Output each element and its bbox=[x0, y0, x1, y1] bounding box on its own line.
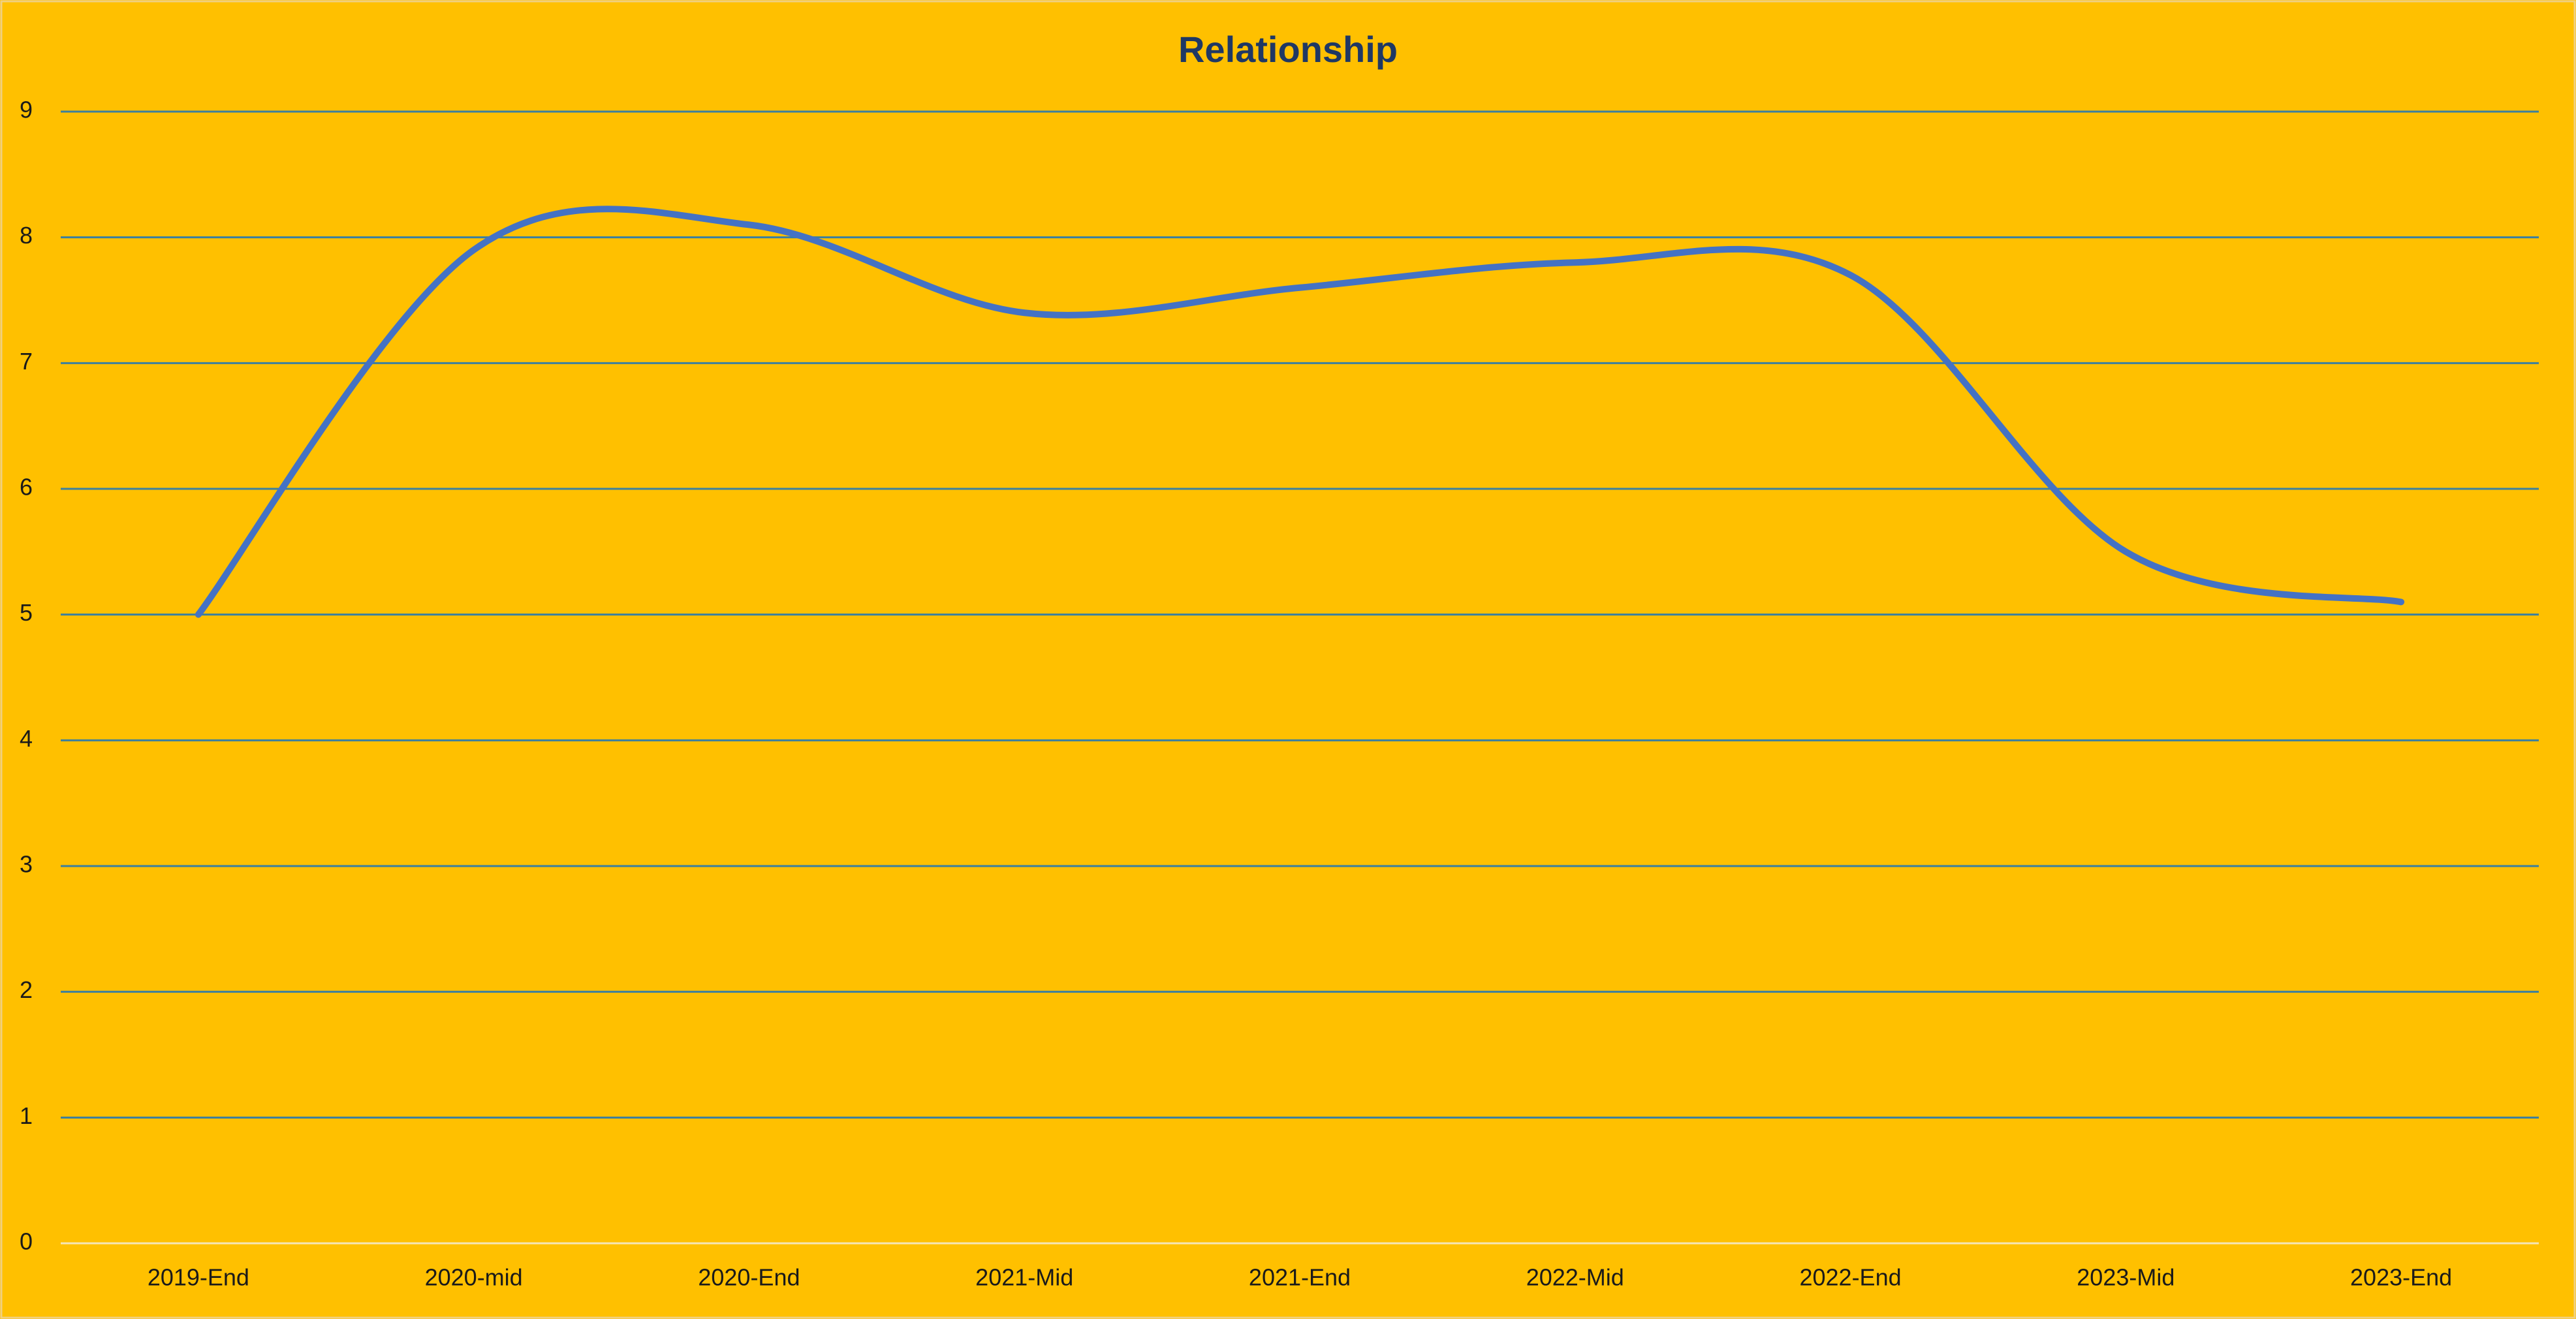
x-tick-label: 2023-Mid bbox=[2077, 1264, 2175, 1291]
x-tick-label: 2020-End bbox=[698, 1264, 800, 1291]
x-tick-label: 2022-End bbox=[1799, 1264, 1901, 1291]
x-tick-label: 2019-End bbox=[148, 1264, 249, 1291]
y-tick-label: 0 bbox=[20, 1228, 33, 1255]
y-tick-label: 1 bbox=[20, 1102, 33, 1129]
chart-title: Relationship bbox=[1178, 29, 1398, 70]
y-tick-label: 4 bbox=[20, 725, 33, 752]
y-tick-label: 5 bbox=[20, 599, 33, 626]
y-tick-label: 6 bbox=[20, 474, 33, 501]
y-tick-label: 8 bbox=[20, 222, 33, 249]
y-tick-label: 2 bbox=[20, 976, 33, 1003]
y-tick-label: 7 bbox=[20, 348, 33, 375]
y-tick-label: 9 bbox=[20, 97, 33, 123]
x-tick-label: 2022-Mid bbox=[1526, 1264, 1624, 1291]
series-line bbox=[195, 206, 2405, 618]
x-tick-label: 2020-mid bbox=[425, 1264, 523, 1291]
x-tick-label: 2021-Mid bbox=[975, 1264, 1073, 1291]
x-tick-label: 2023-End bbox=[2350, 1264, 2452, 1291]
x-tick-label: 2021-End bbox=[1249, 1264, 1351, 1291]
y-tick-label: 3 bbox=[20, 851, 33, 878]
